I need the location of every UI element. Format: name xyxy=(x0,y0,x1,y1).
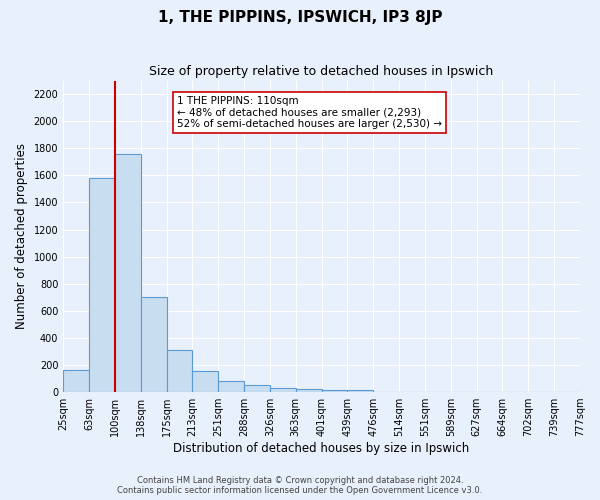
Bar xyxy=(167,350,193,392)
Bar xyxy=(322,390,347,392)
X-axis label: Distribution of detached houses by size in Ipswich: Distribution of detached houses by size … xyxy=(173,442,470,455)
Bar xyxy=(115,154,140,392)
Text: 1 THE PIPPINS: 110sqm
← 48% of detached houses are smaller (2,293)
52% of semi-d: 1 THE PIPPINS: 110sqm ← 48% of detached … xyxy=(177,96,442,130)
Bar xyxy=(89,178,115,392)
Bar xyxy=(270,388,296,392)
Bar xyxy=(193,371,218,392)
Text: 1, THE PIPPINS, IPSWICH, IP3 8JP: 1, THE PIPPINS, IPSWICH, IP3 8JP xyxy=(158,10,442,25)
Title: Size of property relative to detached houses in Ipswich: Size of property relative to detached ho… xyxy=(149,65,494,78)
Bar xyxy=(296,390,322,392)
Bar xyxy=(218,380,244,392)
Bar xyxy=(244,386,270,392)
Bar xyxy=(347,390,373,392)
Y-axis label: Number of detached properties: Number of detached properties xyxy=(15,144,28,330)
Bar xyxy=(140,298,167,392)
Text: Contains HM Land Registry data © Crown copyright and database right 2024.
Contai: Contains HM Land Registry data © Crown c… xyxy=(118,476,482,495)
Bar xyxy=(63,370,89,392)
